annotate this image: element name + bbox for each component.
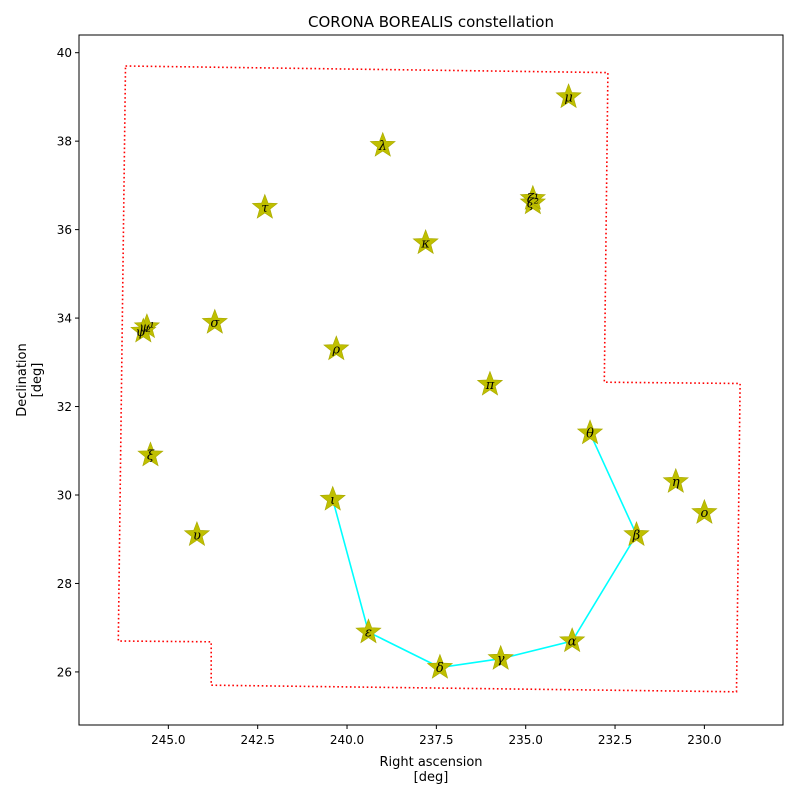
- star-label: ι: [330, 493, 335, 508]
- star-label: ψ¹: [139, 320, 154, 335]
- star-label: ξ: [147, 449, 155, 464]
- y-axis-label: Declination [deg]: [15, 343, 45, 417]
- star-marker: [476, 370, 504, 396]
- svg-text:Right ascension: Right ascension: [379, 755, 482, 770]
- svg-text:Declination: Declination: [15, 343, 30, 417]
- star-label: ε: [365, 626, 372, 641]
- star-marker: [555, 83, 582, 109]
- star-marker: [519, 184, 547, 210]
- star-label: η: [672, 475, 680, 490]
- star-label: δ: [436, 661, 444, 676]
- star-label: ψ²: [136, 325, 151, 340]
- star-marker: [183, 520, 211, 547]
- plot-frame: [78, 34, 784, 726]
- star-label: ζ²: [527, 197, 539, 212]
- star-label: λ: [378, 139, 387, 154]
- star-label: ρ: [331, 343, 340, 358]
- star-label: κ: [420, 236, 430, 251]
- star-label: μ: [564, 90, 572, 105]
- star-marker: [355, 618, 382, 644]
- star-label: ο: [700, 506, 708, 521]
- x-tick-label: 232.5: [598, 733, 632, 747]
- asterism-line: [331, 432, 638, 669]
- star-label: σ: [210, 316, 220, 331]
- star-marker: [558, 627, 586, 653]
- star-marker: [426, 653, 454, 679]
- star-label: α: [568, 634, 577, 649]
- y-tick-label: 36: [57, 223, 72, 237]
- y-axis: 26 28 30 32 34 36 38 40: [57, 46, 79, 679]
- x-tick-label: 230.0: [687, 733, 721, 747]
- y-tick-label: 26: [57, 665, 72, 679]
- constellation-boundary: [117, 65, 741, 693]
- x-tick-label: 245.0: [151, 733, 185, 747]
- star-label: υ: [193, 528, 201, 543]
- y-tick-label: 28: [57, 577, 72, 591]
- star-label: β: [632, 528, 641, 543]
- star-marker: [130, 317, 157, 343]
- chart-title: CORONA BOREALIS constellation: [308, 13, 554, 31]
- star-marker: [412, 229, 439, 255]
- star-marker: [487, 644, 514, 670]
- y-tick-label: 40: [57, 46, 72, 60]
- svg-text:[deg]: [deg]: [30, 363, 45, 398]
- star-marker: [137, 441, 164, 467]
- star-marker: [323, 335, 350, 361]
- star-label: ζ¹: [527, 192, 539, 207]
- star-marker: [369, 131, 396, 157]
- star-marker: [623, 520, 650, 547]
- star-marker: [576, 419, 604, 445]
- star-marker: [662, 467, 689, 493]
- x-tick-label: 242.5: [241, 733, 275, 747]
- x-tick-label: 237.5: [419, 733, 453, 747]
- star-label: π: [485, 378, 495, 393]
- y-tick-label: 32: [57, 400, 72, 414]
- star-label: θ: [586, 427, 594, 442]
- x-tick-label: 235.0: [509, 733, 543, 747]
- svg-text:[deg]: [deg]: [414, 770, 449, 785]
- star-marker: [319, 485, 346, 511]
- star-marker: [201, 308, 228, 334]
- star-label: γ: [497, 652, 505, 667]
- x-tick-label: 240.0: [330, 733, 364, 747]
- star-label: τ: [261, 201, 269, 216]
- x-axis-label: Right ascension [deg]: [379, 755, 482, 785]
- x-axis: 245.0 242.5 240.0 237.5 235.0 232.5 230.0: [151, 725, 722, 747]
- y-tick-label: 38: [57, 135, 72, 149]
- star-marker: [691, 498, 718, 524]
- star-marker: [251, 193, 278, 219]
- y-tick-label: 34: [57, 312, 72, 326]
- y-tick-label: 30: [57, 489, 72, 503]
